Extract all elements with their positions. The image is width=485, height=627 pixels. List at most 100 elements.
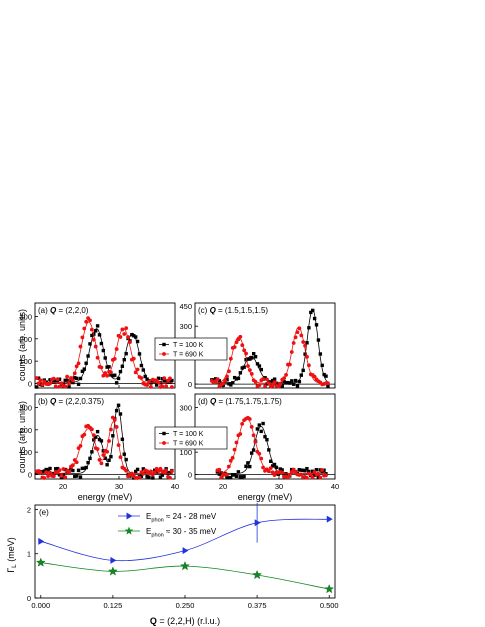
data-point-100K: [225, 475, 229, 479]
data-point-690K: [70, 463, 75, 468]
data-point-100K: [133, 335, 138, 339]
data-point-690K: [263, 384, 268, 389]
data-point-100K: [314, 323, 319, 327]
data-point-100K: [278, 467, 282, 471]
data-point-100K: [212, 378, 216, 382]
data-point-100K: [309, 310, 313, 315]
data-point-100K: [118, 369, 123, 374]
data-point-100K: [63, 378, 67, 383]
data-point-100K: [170, 378, 174, 383]
data-point-690K: [114, 425, 119, 429]
data-point-100K: [305, 466, 309, 471]
data-point-100K: [316, 475, 321, 479]
data-point-100K: [109, 454, 113, 459]
x-tick-label: 20: [59, 482, 67, 491]
data-point-100K: [76, 382, 81, 386]
data-point-100K: [229, 475, 233, 480]
data-point-100K: [154, 470, 159, 475]
data-point-100K: [160, 377, 165, 381]
y-tick-label: 300: [179, 322, 192, 331]
data-point-100K: [303, 352, 307, 356]
data-point-100K: [113, 373, 117, 377]
data-point-690K: [84, 319, 89, 324]
legend-marker-690K: [162, 352, 166, 356]
data-point-690K: [232, 345, 237, 350]
data-point-100K: [255, 427, 260, 431]
data-point-100K: [227, 382, 231, 386]
data-point-100K: [312, 316, 317, 321]
data-point-690K: [118, 335, 123, 339]
data-point-690K: [280, 470, 285, 475]
x-tick-label: 40: [331, 482, 339, 491]
data-point-100K: [84, 361, 88, 365]
data-point-690K: [95, 447, 100, 451]
data-point-690K: [152, 470, 157, 475]
data-point-100K: [107, 458, 111, 462]
data-point-690K: [141, 471, 146, 476]
data-point-690K: [109, 370, 113, 375]
data-point-100K: [122, 452, 126, 456]
data-point-690K: [112, 356, 117, 361]
data-point-100K: [55, 466, 60, 471]
data-point-690K: [266, 469, 271, 474]
data-point-690K: [59, 473, 64, 478]
data-point-100K: [95, 324, 100, 328]
data-point-100K: [253, 355, 258, 359]
data-point-690K: [270, 383, 275, 388]
data-point-100K: [103, 456, 107, 460]
data-point-100K: [269, 459, 273, 463]
data-point-690K: [247, 368, 252, 372]
data-point-30-35: [108, 566, 118, 576]
data-point-690K: [124, 326, 129, 331]
data-point-690K: [126, 335, 130, 339]
data-point-690K: [236, 337, 241, 342]
temperature-legend: T = 100 K T = 690 K: [154, 426, 228, 450]
data-point-100K: [124, 351, 128, 356]
data-point-690K: [88, 318, 92, 323]
data-point-690K: [89, 427, 94, 432]
data-point-100K: [297, 379, 302, 384]
data-point-100K: [238, 371, 243, 375]
data-point-690K: [109, 427, 113, 432]
y-tick-label: 2: [27, 505, 31, 514]
data-point-100K: [236, 470, 241, 474]
data-point-100K: [80, 466, 85, 471]
data-point-100K: [135, 339, 140, 344]
data-point-690K: [61, 467, 66, 471]
data-point-100K: [153, 468, 157, 472]
legend-30-35: Ephon ≈ 30 - 35 meV: [118, 526, 217, 538]
y-tick-label: 100: [19, 448, 32, 457]
data-point-690K: [226, 464, 231, 469]
data-point-690K: [145, 383, 150, 387]
xlabel-right: energy (meV): [238, 492, 293, 502]
data-point-24-28: [38, 537, 45, 545]
data-point-690K: [215, 377, 220, 382]
data-point-690K: [101, 453, 106, 457]
data-point-690K: [240, 343, 245, 348]
data-point-690K: [44, 470, 49, 475]
data-point-100K: [34, 385, 39, 389]
data-point-100K: [156, 376, 161, 380]
data-point-690K: [261, 377, 266, 381]
data-point-690K: [270, 470, 275, 475]
data-point-100K: [162, 379, 166, 383]
panel-c: 0150300450(c) Q = (1.5,1.5,1.5): [179, 302, 336, 389]
data-point-100K: [160, 473, 165, 477]
data-point-100K: [57, 377, 62, 381]
y-tick-label: 0: [27, 594, 31, 603]
data-point-100K: [280, 384, 284, 388]
data-point-100K: [149, 381, 153, 385]
data-point-100K: [57, 473, 62, 477]
data-point-690K: [326, 381, 330, 386]
data-point-690K: [97, 458, 102, 462]
y-tick-label: 0: [28, 380, 32, 389]
data-point-100K: [73, 376, 77, 380]
data-point-100K: [284, 381, 288, 385]
data-point-24-28: [254, 519, 261, 527]
data-point-100K: [318, 468, 322, 472]
data-point-690K: [217, 467, 222, 472]
data-point-100K: [234, 474, 239, 479]
data-point-690K: [169, 385, 174, 389]
data-point-690K: [34, 376, 39, 380]
